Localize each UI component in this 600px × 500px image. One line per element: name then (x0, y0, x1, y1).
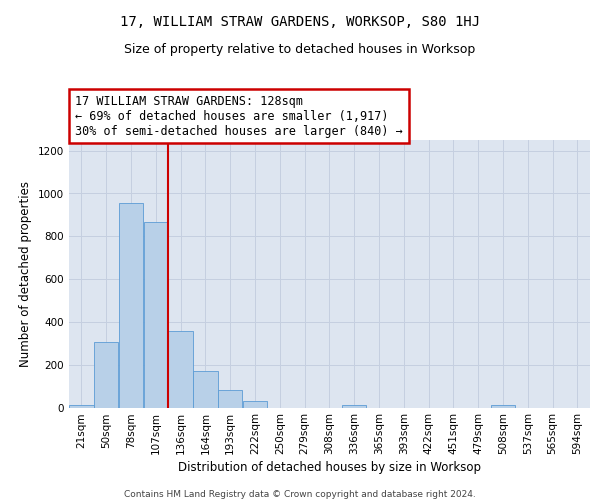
Y-axis label: Number of detached properties: Number of detached properties (19, 180, 32, 367)
Bar (119, 203, 143, 408)
X-axis label: Distribution of detached houses by size in Worksop: Distribution of detached houses by size … (178, 462, 481, 474)
Bar (169, 331, 193, 407)
Bar (218, 390, 242, 407)
Bar (491, 404, 515, 407)
Bar (243, 401, 267, 407)
Bar (69, 404, 94, 407)
Bar (342, 404, 367, 407)
Text: Contains HM Land Registry data © Crown copyright and database right 2024.: Contains HM Land Registry data © Crown c… (124, 490, 476, 499)
Text: Size of property relative to detached houses in Worksop: Size of property relative to detached ho… (124, 42, 476, 56)
Bar (193, 371, 218, 408)
Text: 17 WILLIAM STRAW GARDENS: 128sqm
← 69% of detached houses are smaller (1,917)
30: 17 WILLIAM STRAW GARDENS: 128sqm ← 69% o… (75, 94, 403, 138)
Bar (143, 222, 168, 408)
Bar (94, 342, 118, 407)
Text: 17, WILLIAM STRAW GARDENS, WORKSOP, S80 1HJ: 17, WILLIAM STRAW GARDENS, WORKSOP, S80 … (120, 15, 480, 29)
